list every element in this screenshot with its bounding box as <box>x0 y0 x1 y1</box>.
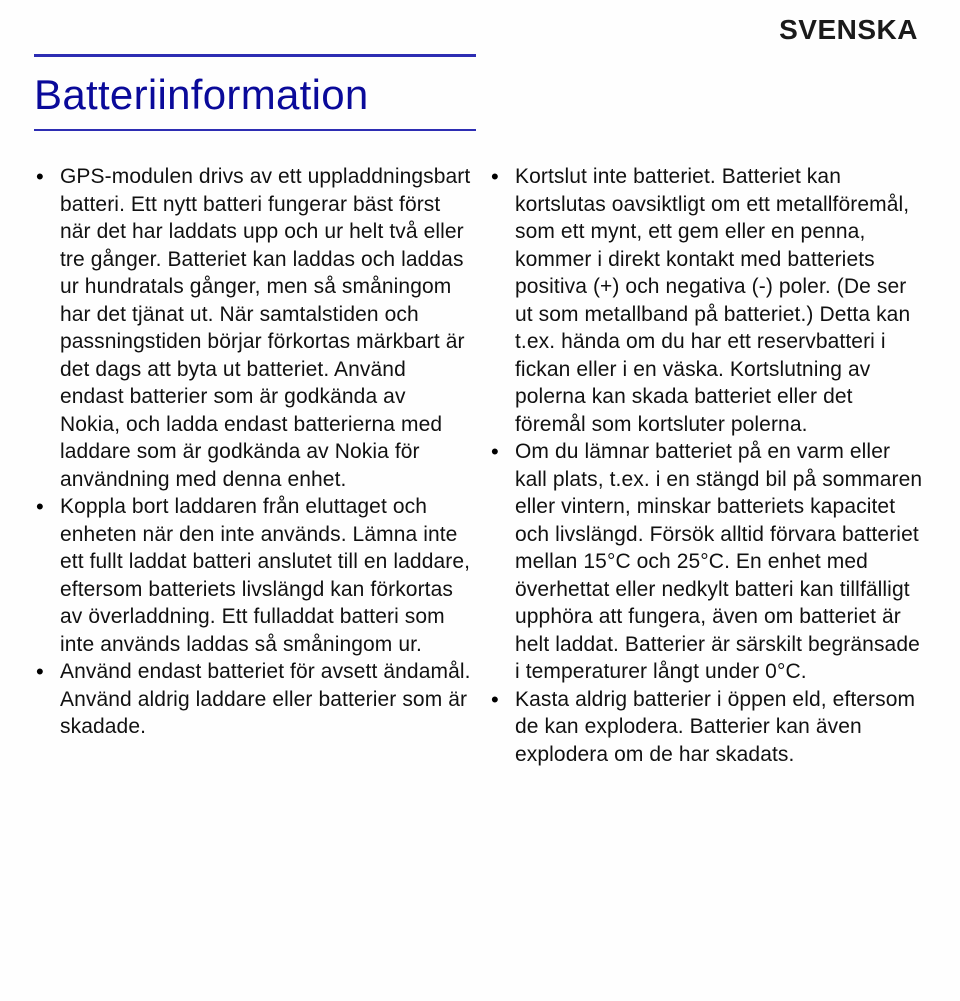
language-label: SVENSKA <box>779 14 922 46</box>
list-item: Koppla bort laddaren från eluttaget och … <box>34 493 471 658</box>
document-page: SVENSKA Batteriinformation GPS-modulen d… <box>34 54 926 1001</box>
list-item: Använd endast batteriet för avsett ändam… <box>34 658 471 741</box>
list-item: Om du lämnar batteriet på en varm eller … <box>489 438 926 686</box>
right-column: Kortslut inte batteriet. Batteriet kan k… <box>489 163 926 768</box>
left-column: GPS-modulen drivs av ett uppladdningsbar… <box>34 163 471 768</box>
bullet-list-right: Kortslut inte batteriet. Batteriet kan k… <box>489 163 926 768</box>
list-item: Kortslut inte batteriet. Batteriet kan k… <box>489 163 926 438</box>
content-columns: GPS-modulen drivs av ett uppladdningsbar… <box>34 163 926 768</box>
bullet-list-left: GPS-modulen drivs av ett uppladdningsbar… <box>34 163 471 741</box>
page-title: Batteriinformation <box>34 71 476 119</box>
list-item: Kasta aldrig batterier i öppen eld, efte… <box>489 686 926 769</box>
list-item: GPS-modulen drivs av ett uppladdningsbar… <box>34 163 471 493</box>
title-rule-box: Batteriinformation <box>34 54 476 131</box>
